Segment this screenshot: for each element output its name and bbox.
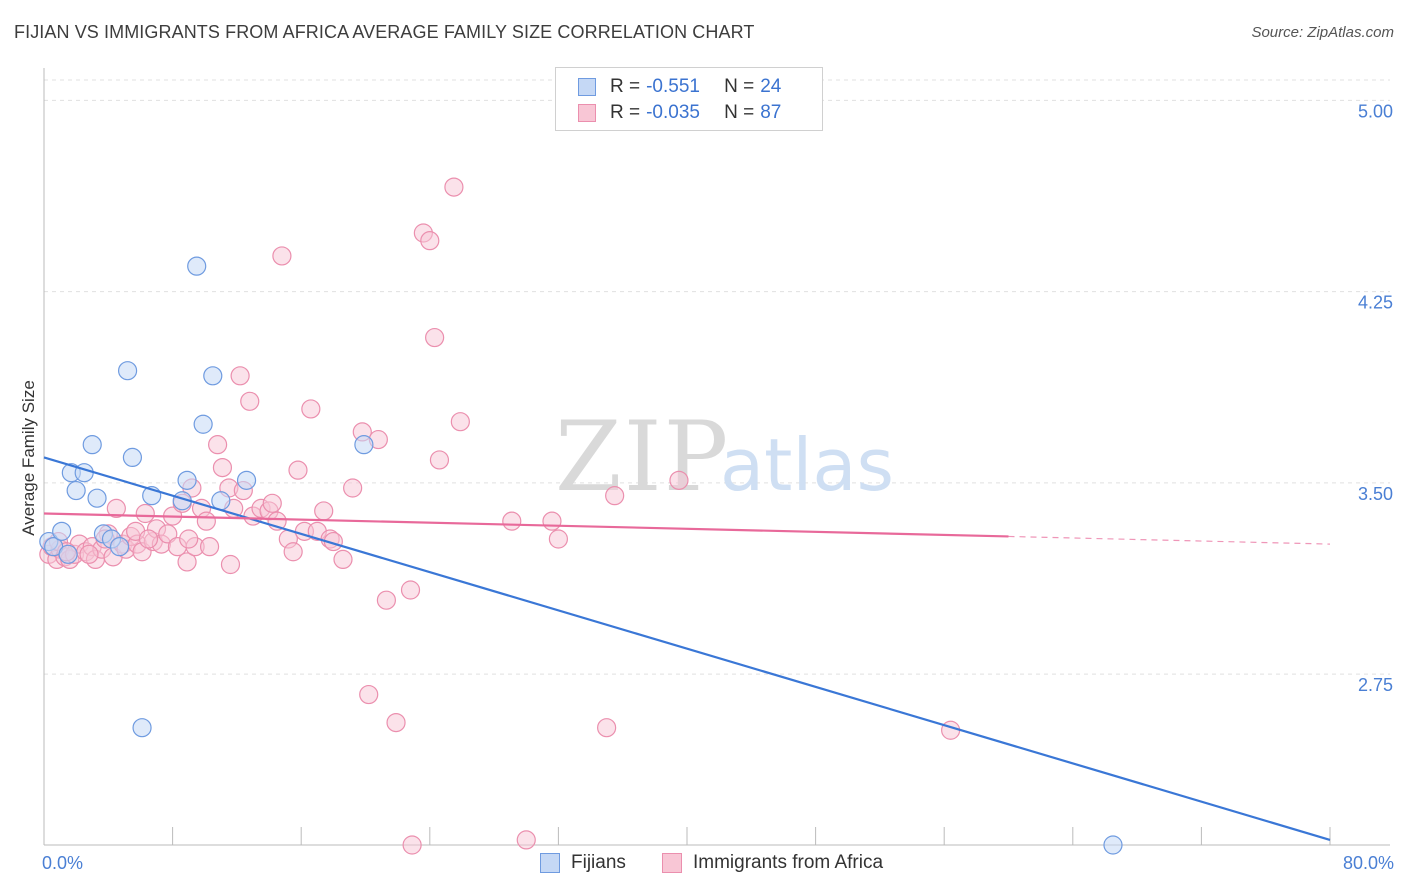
data-point-africa bbox=[516, 830, 536, 850]
data-point-africa bbox=[542, 511, 562, 531]
data-point-africa bbox=[301, 399, 321, 419]
data-point-africa bbox=[444, 177, 464, 197]
r-value: -0.551 bbox=[646, 76, 700, 97]
data-point-fijians bbox=[58, 544, 78, 564]
tick-labels: 5.00 4.25 3.50 2.75 0.0% 80.0% bbox=[42, 101, 1394, 873]
data-point-africa bbox=[177, 552, 197, 572]
correlation-legend: R = -0.551 N = 24 R = -0.035 N = 87 bbox=[555, 67, 823, 131]
data-point-africa bbox=[333, 549, 353, 570]
series-fijians bbox=[39, 256, 1123, 855]
data-point-fijians bbox=[203, 366, 223, 386]
fijians-swatch bbox=[578, 78, 596, 96]
data-point-fijians bbox=[122, 447, 143, 467]
data-point-africa bbox=[941, 720, 961, 740]
trend-line-africa bbox=[43, 512, 1009, 538]
data-point-fijians bbox=[87, 488, 107, 508]
fijians-legend-label: Fijians bbox=[571, 852, 626, 873]
watermark-zip: ZIP bbox=[555, 401, 730, 513]
data-point-fijians bbox=[66, 480, 86, 501]
legend-row-africa: R = -0.035 N = 87 bbox=[578, 102, 781, 124]
africa-legend-swatch bbox=[662, 853, 682, 873]
data-point-africa bbox=[196, 511, 216, 531]
data-point-africa bbox=[425, 327, 445, 348]
data-point-africa bbox=[450, 412, 470, 432]
data-point-africa bbox=[262, 493, 282, 513]
data-point-africa bbox=[314, 501, 334, 521]
data-point-africa bbox=[272, 246, 292, 266]
watermark-atlas: atlas bbox=[720, 423, 894, 507]
data-point-africa bbox=[199, 537, 220, 557]
data-point-africa bbox=[230, 366, 250, 386]
data-point-africa bbox=[106, 498, 126, 518]
y-tick-label: 3.50 bbox=[1358, 484, 1393, 504]
data-point-fijians bbox=[236, 470, 257, 490]
source-note: Source: ZipAtlas.com bbox=[1251, 24, 1394, 41]
data-point-africa bbox=[220, 554, 241, 575]
data-point-africa bbox=[212, 458, 233, 478]
fijians-legend-swatch bbox=[540, 853, 560, 873]
data-point-africa bbox=[605, 486, 625, 506]
trend-line-africa-extension bbox=[1008, 535, 1331, 545]
data-point-africa bbox=[343, 478, 363, 498]
data-point-fijians bbox=[82, 435, 102, 455]
africa-legend-label: Immigrants from Africa bbox=[693, 852, 884, 873]
data-point-africa bbox=[288, 460, 308, 480]
data-point-fijians bbox=[52, 521, 72, 541]
n-value: 24 bbox=[760, 76, 782, 97]
legend-item-africa: Immigrants from Africa bbox=[662, 852, 883, 874]
data-point-fijians bbox=[109, 537, 130, 557]
data-point-africa bbox=[502, 511, 522, 531]
n-label: N = bbox=[724, 76, 755, 97]
data-point-africa bbox=[376, 590, 396, 610]
y-axis-label: Average Family Size bbox=[19, 380, 38, 536]
y-tick-label: 2.75 bbox=[1358, 675, 1393, 695]
r-value: -0.035 bbox=[646, 102, 700, 123]
data-point-fijians bbox=[117, 361, 138, 381]
n-value: 87 bbox=[760, 102, 782, 123]
legend-row-fijians: R = -0.551 N = 24 bbox=[578, 76, 781, 98]
data-point-africa bbox=[386, 712, 406, 733]
data-point-africa bbox=[138, 529, 159, 549]
x-tick-label-start: 0.0% bbox=[42, 853, 83, 873]
y-tick-label: 4.25 bbox=[1358, 293, 1393, 313]
data-point-africa bbox=[179, 529, 199, 549]
africa-swatch bbox=[578, 104, 596, 122]
legend-item-fijians: Fijians bbox=[540, 852, 626, 874]
series-legend: Fijians Immigrants from Africa bbox=[0, 852, 1406, 876]
data-point-fijians bbox=[187, 256, 207, 276]
data-point-africa bbox=[429, 450, 450, 470]
data-point-africa bbox=[79, 544, 99, 564]
data-point-fijians bbox=[354, 435, 374, 455]
data-point-africa bbox=[283, 542, 303, 562]
n-label: N = bbox=[724, 102, 755, 123]
data-point-africa bbox=[208, 435, 228, 455]
data-point-africa bbox=[548, 529, 569, 549]
data-point-africa bbox=[420, 231, 440, 251]
y-tick-label: 5.00 bbox=[1358, 101, 1393, 121]
r-label: R = bbox=[610, 102, 641, 123]
x-tick-label-end: 80.0% bbox=[1343, 853, 1394, 873]
data-point-fijians bbox=[1103, 835, 1123, 855]
data-point-fijians bbox=[193, 414, 213, 434]
data-point-africa bbox=[359, 684, 379, 705]
data-point-africa bbox=[135, 503, 155, 524]
data-point-africa bbox=[158, 524, 178, 544]
data-point-fijians bbox=[132, 718, 152, 738]
trend-line-fijians bbox=[43, 456, 1331, 841]
data-point-fijians bbox=[177, 470, 197, 490]
data-point-africa bbox=[669, 470, 689, 490]
data-point-africa bbox=[597, 718, 617, 738]
axes bbox=[43, 68, 1390, 846]
chart-title: FIJIAN VS IMMIGRANTS FROM AFRICA AVERAGE… bbox=[14, 22, 755, 42]
r-label: R = bbox=[610, 76, 641, 97]
data-point-africa bbox=[400, 580, 421, 600]
data-point-africa bbox=[240, 391, 260, 411]
trend-lines bbox=[43, 456, 1331, 841]
data-point-africa bbox=[402, 835, 422, 855]
